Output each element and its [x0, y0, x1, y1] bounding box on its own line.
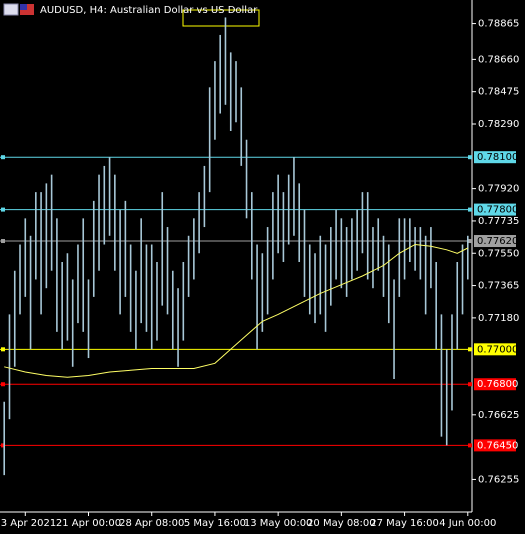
drawn-rectangle [182, 9, 260, 27]
y-tick-label: 0.77550 [478, 248, 519, 259]
chart-title: AUDUSD, H4: Australian Dollar vs US Doll… [40, 5, 258, 16]
x-tick-label: 5 May 16:00 [184, 518, 246, 529]
level-handle [468, 155, 472, 160]
level-label: 0.77000 [477, 344, 518, 355]
y-tick-label: 0.78475 [478, 87, 519, 98]
level-handle [1, 239, 5, 244]
x-tick-label: 4 Jun 00:00 [439, 518, 496, 529]
level-label: 0.77620 [477, 236, 518, 247]
level-handle [1, 382, 5, 387]
level-label-box [474, 151, 516, 164]
y-tick-label: 0.77920 [478, 184, 519, 195]
y-tick-label: 0.76625 [478, 410, 519, 421]
level-handle [468, 239, 472, 244]
level-label: 0.76800 [477, 379, 518, 390]
level-handle [468, 382, 472, 387]
level-handle [1, 207, 5, 212]
x-tick-label: 28 Apr 08:00 [119, 518, 184, 529]
level-handle [1, 347, 5, 352]
level-label-box [474, 343, 516, 356]
x-tick-label: 27 May 16:00 [370, 518, 439, 529]
level-label: 0.78100 [477, 152, 518, 163]
y-tick-label: 0.78865 [478, 19, 519, 30]
level-handle [1, 155, 5, 160]
x-tick-label: 20 May 08:00 [307, 518, 376, 529]
x-tick-label: 13 Apr 2021 [0, 518, 56, 529]
level-handle [1, 443, 5, 448]
moving-average [4, 243, 469, 378]
y-tick-label: 0.78660 [478, 54, 519, 65]
level-label-box [474, 235, 516, 248]
level-label-box [474, 203, 516, 216]
y-tick-label: 0.77365 [478, 281, 519, 292]
x-tick-label: 13 May 00:00 [244, 518, 313, 529]
y-tick-label: 0.77735 [478, 216, 519, 227]
level-label: 0.76450 [477, 440, 518, 451]
level-handle [468, 347, 472, 352]
level-label-box [474, 378, 516, 391]
x-tick-label: 21 Apr 00:00 [56, 518, 121, 529]
level-handle [468, 207, 472, 212]
y-tick-label: 0.77180 [478, 313, 519, 324]
level-handle [468, 443, 472, 448]
level-label: 0.77800 [477, 205, 518, 216]
y-tick-label: 0.78290 [478, 119, 519, 130]
symbol-icon [3, 3, 34, 16]
y-tick-label: 0.76255 [478, 474, 519, 485]
level-label-box [474, 439, 516, 452]
